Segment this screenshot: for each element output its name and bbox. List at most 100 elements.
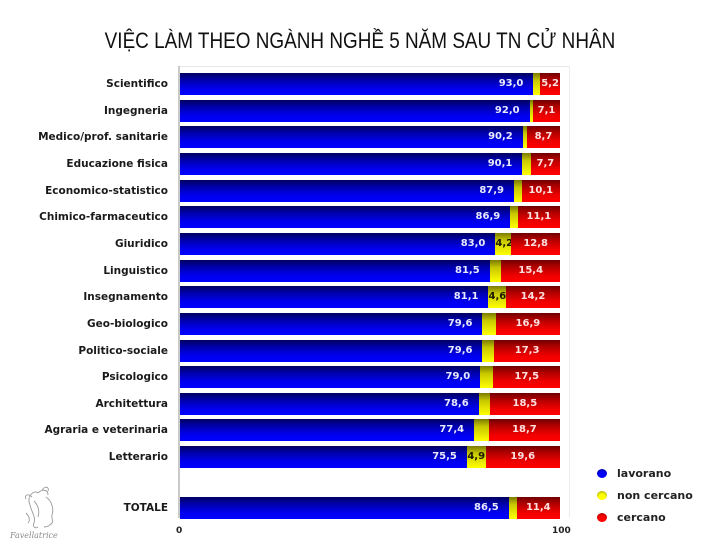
data-label: 92,0 <box>494 104 520 116</box>
legend-item-cercano: cercano <box>597 506 693 528</box>
laurel-head-icon: Favellatrice <box>9 486 58 540</box>
stacked-bar: 83,0 4,2 12,8 <box>180 232 560 255</box>
data-label: 17,5 <box>514 371 540 383</box>
segment-non-cercano <box>480 366 494 389</box>
data-label: 79,0 <box>445 371 471 383</box>
category-label: Linguistico <box>103 264 168 277</box>
data-label: 15,4 <box>518 264 544 276</box>
segment-cercano: 11,1 <box>517 206 560 229</box>
segment-lavorano: 83,0 <box>180 232 496 255</box>
plot-area <box>178 66 570 519</box>
stacked-bar: 93,0 5,2 <box>180 73 560 95</box>
stacked-bar: 92,0 7,1 <box>180 99 560 122</box>
data-label: 4,2 <box>495 237 514 249</box>
segment-cercano: 19,6 <box>485 446 560 469</box>
plot-right-edge <box>569 66 570 517</box>
bar-row: Educazione fisica 90,1 7,7 <box>0 152 720 175</box>
data-label: 90,2 <box>488 131 513 143</box>
data-label: 81,1 <box>453 291 479 303</box>
segment-lavorano: 81,1 <box>180 286 489 309</box>
bar-row: Giuridico 83,0 4,2 12,8 <box>0 232 720 255</box>
data-label: 19,6 <box>510 451 536 463</box>
data-label: 7,7 <box>536 157 555 169</box>
data-label: 77,4 <box>439 424 465 436</box>
bar-row: Politico-sociale 79,6 17,3 <box>0 339 720 362</box>
segment-lavorano: 81,5 <box>180 259 490 282</box>
stacked-bar: 87,9 10,1 <box>180 179 560 202</box>
bar-row: Chimico-farmaceutico 86,9 11,1 <box>0 206 720 229</box>
data-label: 10,1 <box>528 184 554 196</box>
segment-cercano: 17,5 <box>493 366 560 389</box>
data-label: 5,2 <box>541 78 559 89</box>
segment-cercano: 8,7 <box>526 126 560 149</box>
data-label: 12,8 <box>523 237 548 249</box>
data-label: 11,4 <box>525 502 551 513</box>
segment-cercano: 10,1 <box>521 179 560 202</box>
data-label: 4,9 <box>467 451 486 463</box>
legend: lavorano non cercano cercano <box>597 462 693 528</box>
data-label: 18,5 <box>512 397 538 409</box>
segment-non-cercano <box>482 339 495 362</box>
x-tick-100: 100 <box>552 526 571 536</box>
segment-non-cercano <box>508 497 517 519</box>
category-label: Medico/prof. sanitarie <box>38 131 168 144</box>
data-label: 18,7 <box>512 424 537 436</box>
legend-dot-red-icon <box>597 512 607 522</box>
segment-non-cercano <box>533 73 541 95</box>
segment-lavorano: 86,9 <box>180 206 511 229</box>
segment-non-cercano <box>489 259 502 282</box>
stacked-bar: 79,6 17,3 <box>180 339 560 362</box>
category-label: Scientifico <box>106 78 168 90</box>
data-label: 83,0 <box>460 237 486 249</box>
segment-cercano: 17,3 <box>494 339 560 362</box>
category-label: Educazione fisica <box>66 157 168 170</box>
stacked-bar: 75,5 4,9 19,6 <box>180 446 560 469</box>
segment-non-cercano <box>522 152 531 175</box>
bar-row: Insegnamento 81,1 4,6 14,2 <box>0 286 720 309</box>
segment-non-cercano <box>522 126 527 149</box>
stacked-bar: 90,2 8,7 <box>180 126 560 149</box>
segment-non-cercano <box>514 179 522 202</box>
legend-dot-blue-icon <box>597 468 607 478</box>
segment-cercano: 7,7 <box>530 152 560 175</box>
segment-lavorano: 79,0 <box>180 366 481 389</box>
stacked-bar: 78,6 18,5 <box>180 392 560 415</box>
segment-non-cercano <box>510 206 518 229</box>
category-label: Geo-biologico <box>86 317 168 330</box>
segment-non-cercano <box>529 99 533 122</box>
category-label: Economico-statistico <box>45 184 168 197</box>
svg-text:Favellatrice: Favellatrice <box>9 531 58 540</box>
category-label: Architettura <box>95 397 168 410</box>
segment-lavorano: 92,0 <box>180 99 530 122</box>
y-axis-line <box>178 66 180 518</box>
legend-dot-yellow-icon <box>597 490 607 500</box>
category-label: TOTALE <box>123 502 168 514</box>
stacked-bar: 86,5 11,4 <box>180 497 560 519</box>
data-label: 8,7 <box>534 131 553 143</box>
segment-lavorano: 93,0 <box>180 73 534 95</box>
data-label: 4,6 <box>488 291 507 303</box>
data-label: 78,6 <box>443 397 469 409</box>
stacked-bar: 81,5 15,4 <box>180 259 560 282</box>
bar-row: Psicologico 79,0 17,5 <box>0 366 720 389</box>
data-label: 79,6 <box>447 317 473 329</box>
segment-lavorano: 75,5 <box>180 446 467 469</box>
segment-non-cercano: 4,6 <box>488 286 507 309</box>
data-label: 79,6 <box>447 344 473 356</box>
legend-item-lavorano: lavorano <box>597 462 693 484</box>
chart-title: VIỆC LÀM THEO NGÀNH NGHỀ 5 NĂM SAU TN CỬ… <box>104 28 616 53</box>
bar-row: Ingegneria 92,0 7,1 <box>0 99 720 122</box>
stacked-bar: 86,9 11,1 <box>180 206 560 229</box>
category-label: Psicologico <box>101 371 168 384</box>
segment-lavorano: 79,6 <box>180 312 483 335</box>
category-label: Ingegneria <box>104 104 168 117</box>
category-label: Letterario <box>108 451 168 464</box>
bar-row: Agraria e veterinaria 77,4 18,7 <box>0 419 720 442</box>
segment-cercano: 18,7 <box>488 419 560 442</box>
data-label: 11,1 <box>526 211 552 223</box>
segment-lavorano: 90,1 <box>180 152 523 175</box>
segment-lavorano: 77,4 <box>180 419 475 442</box>
segment-non-cercano: 4,9 <box>466 446 486 469</box>
segment-cercano: 16,9 <box>495 312 560 335</box>
legend-label: non cercano <box>617 488 693 502</box>
